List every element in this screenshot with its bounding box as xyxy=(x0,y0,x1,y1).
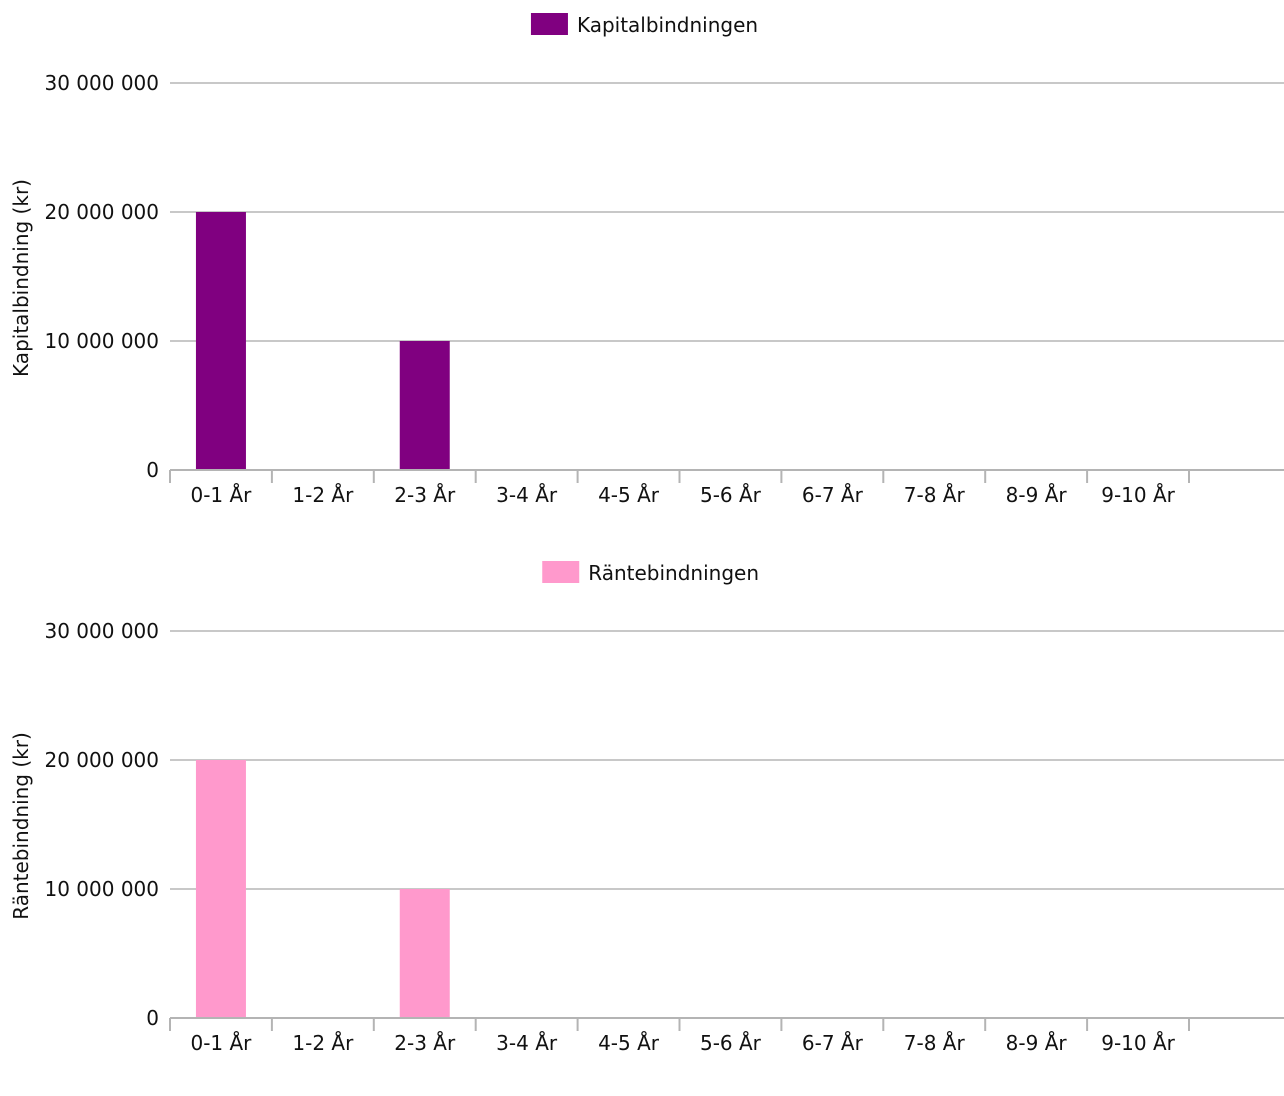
x-tick-label: 7-8 År xyxy=(904,483,966,507)
legend: Kapitalbindningen xyxy=(530,13,758,37)
legend-label: Kapitalbindningen xyxy=(577,13,758,37)
x-tick-label: 3-4 År xyxy=(496,1031,558,1055)
x-tick-label: 9-10 År xyxy=(1101,483,1175,507)
y-tick-label: 30 000 000 xyxy=(44,619,159,643)
x-tick-label: 2-3 År xyxy=(394,483,456,507)
legend-swatch xyxy=(530,13,568,35)
x-tick-label: 5-6 År xyxy=(700,483,762,507)
bar xyxy=(399,341,450,470)
y-tick-label: 20 000 000 xyxy=(44,200,159,224)
x-tick-label: 0-1 År xyxy=(190,1031,252,1055)
bar xyxy=(195,760,246,1018)
x-tick-label: 8-9 År xyxy=(1006,1031,1068,1055)
x-tick-label: 2-3 År xyxy=(394,1031,456,1055)
y-tick-label: 10 000 000 xyxy=(44,329,159,353)
x-tick-label: 0-1 År xyxy=(190,483,252,507)
x-tick-label: 6-7 År xyxy=(802,483,864,507)
legend-swatch xyxy=(542,561,580,583)
y-tick-label: 30 000 000 xyxy=(44,71,159,95)
x-tick-label: 1-2 År xyxy=(292,483,354,507)
x-tick-label: 7-8 År xyxy=(904,1031,966,1055)
y-axis-label: Räntebindning (kr) xyxy=(9,732,33,920)
legend-label: Räntebindningen xyxy=(588,561,759,585)
y-axis-label: Kapitalbindning (kr) xyxy=(9,179,33,377)
x-tick-label: 3-4 År xyxy=(496,483,558,507)
x-tick-label: 9-10 År xyxy=(1101,1031,1175,1055)
legend: Räntebindningen xyxy=(542,561,759,585)
y-tick-label: 0 xyxy=(146,458,159,482)
x-tick-label: 4-5 År xyxy=(598,483,660,507)
x-tick-label: 1-2 År xyxy=(292,1031,354,1055)
y-tick-label: 0 xyxy=(146,1006,159,1030)
y-tick-label: 20 000 000 xyxy=(44,748,159,772)
rantebindning-chart: Räntebindningen 0 10 000 000 20 000 000 30 0… xyxy=(9,561,1284,1055)
y-tick-label: 10 000 000 xyxy=(44,877,159,901)
bar xyxy=(399,889,450,1018)
x-tick-label: 4-5 År xyxy=(598,1031,660,1055)
x-tick-label: 8-9 År xyxy=(1006,483,1068,507)
kapitalbindning-chart: Kapitalbindningen 0 10 000 000 20 000 000 30… xyxy=(9,13,1284,507)
x-tick-label: 6-7 År xyxy=(802,1031,864,1055)
bar xyxy=(195,212,246,470)
x-tick-label: 5-6 År xyxy=(700,1031,762,1055)
